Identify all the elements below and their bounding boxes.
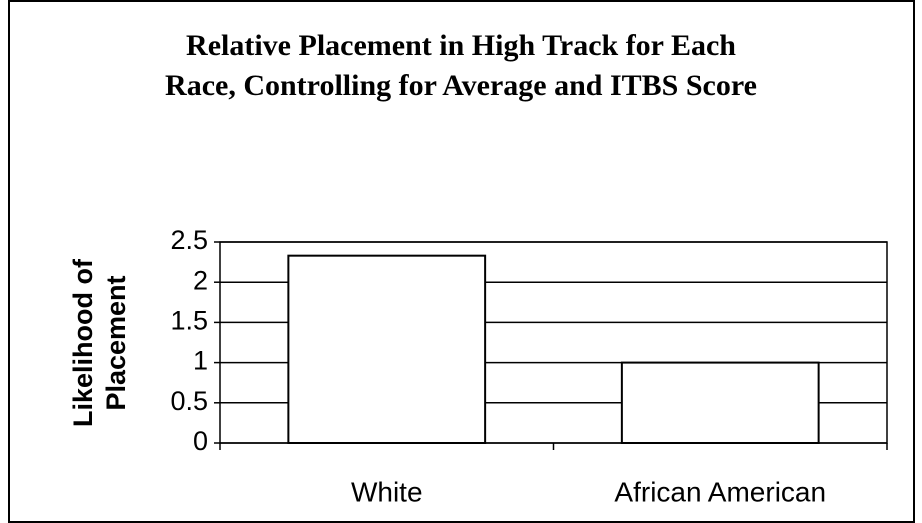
bar [287, 254, 487, 444]
x-tick-label: White [351, 476, 423, 507]
y-tick-label: 0.5 [170, 386, 208, 416]
x-tick-label: African American [614, 476, 826, 507]
y-tick-label: 0 [193, 426, 208, 456]
y-tick-label: 1.5 [170, 306, 208, 336]
y-tick-label: 1 [193, 346, 208, 376]
chart-title: Relative Placement in High Track for Eac… [186, 29, 736, 62]
y-tick-label: 2 [193, 265, 208, 295]
y-tick-label: 2.5 [170, 225, 208, 255]
y-axis-label: Placement [101, 275, 131, 410]
chart-title: Race, Controlling for Average and ITBS S… [165, 69, 757, 102]
bar [620, 361, 820, 445]
y-axis-label: Likelihood of [68, 258, 98, 427]
